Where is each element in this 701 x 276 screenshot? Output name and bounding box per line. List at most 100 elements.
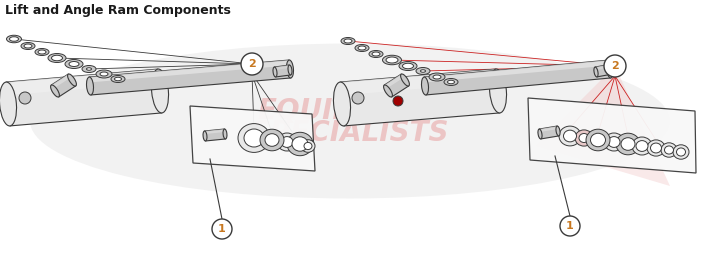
- Ellipse shape: [538, 129, 542, 139]
- Ellipse shape: [30, 44, 670, 198]
- Ellipse shape: [21, 43, 35, 49]
- Ellipse shape: [575, 130, 593, 146]
- Ellipse shape: [559, 126, 581, 146]
- Ellipse shape: [65, 60, 83, 68]
- Ellipse shape: [244, 129, 264, 147]
- Ellipse shape: [6, 35, 22, 43]
- Polygon shape: [89, 60, 291, 95]
- Ellipse shape: [610, 64, 614, 74]
- Ellipse shape: [632, 137, 652, 155]
- Ellipse shape: [287, 60, 294, 78]
- Ellipse shape: [383, 85, 393, 97]
- Polygon shape: [205, 129, 226, 141]
- Polygon shape: [539, 126, 559, 139]
- Circle shape: [604, 55, 626, 77]
- Ellipse shape: [273, 67, 277, 77]
- Polygon shape: [274, 65, 291, 77]
- Ellipse shape: [586, 129, 610, 151]
- Ellipse shape: [69, 62, 79, 67]
- Ellipse shape: [111, 76, 125, 83]
- Ellipse shape: [0, 82, 17, 126]
- Ellipse shape: [421, 70, 426, 72]
- Ellipse shape: [676, 148, 686, 156]
- Ellipse shape: [433, 75, 441, 79]
- Ellipse shape: [82, 65, 96, 73]
- Ellipse shape: [606, 60, 613, 78]
- Ellipse shape: [301, 140, 315, 152]
- Text: 1: 1: [218, 224, 226, 234]
- Text: SPECIALISTS: SPECIALISTS: [251, 119, 449, 147]
- Text: Lift and Angle Ram Components: Lift and Angle Ram Components: [5, 4, 231, 17]
- Ellipse shape: [651, 143, 662, 153]
- Polygon shape: [51, 74, 76, 97]
- Ellipse shape: [50, 85, 60, 97]
- Ellipse shape: [355, 44, 369, 52]
- Polygon shape: [89, 60, 290, 83]
- Ellipse shape: [334, 82, 350, 126]
- Polygon shape: [6, 69, 159, 95]
- Ellipse shape: [416, 68, 430, 75]
- Ellipse shape: [608, 137, 620, 147]
- Ellipse shape: [96, 70, 112, 78]
- Polygon shape: [384, 74, 404, 89]
- Ellipse shape: [223, 129, 227, 139]
- Ellipse shape: [281, 137, 293, 147]
- Ellipse shape: [51, 55, 62, 61]
- Ellipse shape: [151, 69, 168, 113]
- Ellipse shape: [673, 145, 689, 159]
- Ellipse shape: [114, 77, 121, 81]
- Polygon shape: [340, 69, 500, 126]
- Ellipse shape: [304, 142, 312, 150]
- Polygon shape: [6, 69, 162, 126]
- Ellipse shape: [292, 137, 308, 151]
- Text: 2: 2: [611, 61, 619, 71]
- Ellipse shape: [372, 52, 380, 56]
- Polygon shape: [190, 106, 315, 171]
- Circle shape: [393, 96, 403, 106]
- Text: EQUIPMENT: EQUIPMENT: [258, 97, 442, 125]
- Ellipse shape: [260, 129, 284, 151]
- Ellipse shape: [594, 67, 598, 77]
- Ellipse shape: [100, 72, 108, 76]
- Ellipse shape: [369, 51, 383, 57]
- Ellipse shape: [287, 132, 313, 156]
- Ellipse shape: [444, 78, 458, 86]
- Polygon shape: [384, 74, 409, 97]
- Polygon shape: [340, 69, 497, 95]
- Ellipse shape: [67, 74, 76, 86]
- Ellipse shape: [288, 65, 292, 75]
- Ellipse shape: [402, 63, 414, 69]
- Ellipse shape: [564, 130, 576, 142]
- Ellipse shape: [238, 124, 270, 152]
- Ellipse shape: [556, 126, 560, 136]
- Ellipse shape: [35, 49, 49, 55]
- Text: 2: 2: [248, 59, 256, 69]
- Ellipse shape: [636, 140, 648, 152]
- Ellipse shape: [429, 73, 445, 81]
- Ellipse shape: [86, 77, 93, 95]
- Ellipse shape: [399, 62, 417, 70]
- Ellipse shape: [24, 44, 32, 48]
- Polygon shape: [424, 60, 611, 95]
- Ellipse shape: [616, 133, 640, 155]
- Polygon shape: [424, 60, 610, 83]
- Circle shape: [560, 216, 580, 236]
- Polygon shape: [528, 98, 696, 173]
- Polygon shape: [595, 64, 613, 77]
- Ellipse shape: [604, 133, 624, 151]
- Polygon shape: [535, 66, 670, 186]
- Ellipse shape: [358, 46, 366, 50]
- Ellipse shape: [590, 133, 606, 147]
- Ellipse shape: [265, 134, 279, 146]
- Ellipse shape: [48, 54, 66, 62]
- Ellipse shape: [489, 69, 507, 113]
- Ellipse shape: [400, 74, 409, 86]
- Circle shape: [19, 92, 31, 104]
- Polygon shape: [274, 65, 290, 70]
- Ellipse shape: [277, 133, 297, 151]
- Ellipse shape: [665, 146, 674, 154]
- Circle shape: [352, 92, 364, 104]
- Circle shape: [212, 219, 232, 239]
- Ellipse shape: [10, 37, 18, 41]
- Ellipse shape: [621, 138, 635, 150]
